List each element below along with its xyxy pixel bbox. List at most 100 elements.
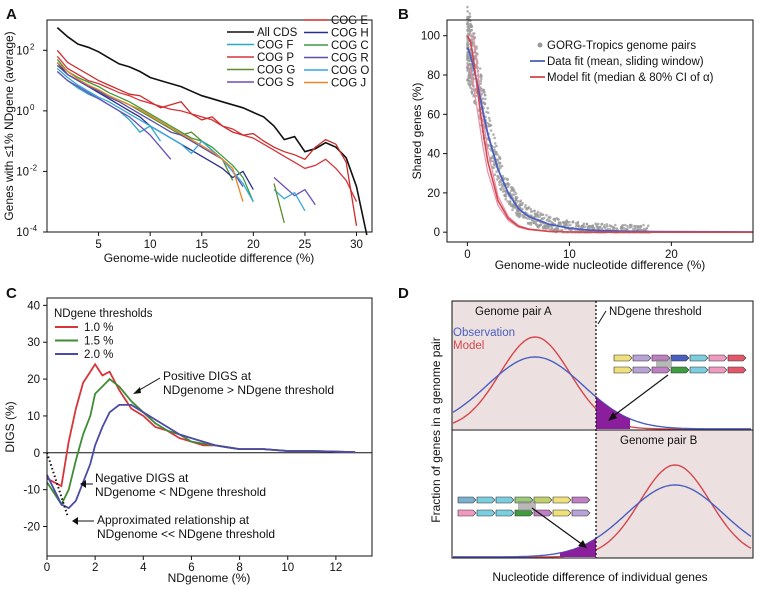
scatter-point [621,223,625,227]
pair-b-label: Genome pair B [620,435,698,447]
scatter-point [518,213,522,216]
scatter-point [523,205,527,209]
scatter-point [468,80,472,83]
scatter-point [516,209,520,213]
scatter-point [487,122,491,126]
scatter-point [490,156,494,160]
scatter-point [603,224,606,227]
pair-a-gene-row-1 [708,354,728,362]
arrowhead-positive [133,387,141,394]
scatter-point [492,163,496,166]
legend-label: COG H [331,28,369,40]
scatter-point [472,94,475,98]
scatter-point [622,227,626,230]
scatter-point [634,228,637,232]
scatter-point [503,189,506,193]
scatter-point [585,222,589,226]
scatter-point [539,223,543,227]
panel-d-gene-diagrams [457,354,747,517]
pair-b-diff-block [518,501,536,511]
pair-b-shade [596,430,753,558]
scatter-point [479,79,483,83]
scatter-point [536,210,540,214]
legend-label: 1.0 % [84,322,113,334]
series-line-cog-r [56,64,244,187]
scatter-point [483,93,487,97]
pair-b-observation-curve [453,484,752,558]
x-tick-label: 6 [188,562,194,574]
scatter-point [633,224,636,228]
pair-a-gene-row-1 [670,354,690,362]
scatter-point [516,199,520,203]
scatter-point [508,200,512,204]
scatter-point [467,82,470,85]
scatter-point [532,221,536,225]
pair-b-gene-row-1 [552,496,572,504]
scatter-point [491,159,494,163]
pair-a-gene-row-2 [613,366,633,374]
scatter-point [527,222,530,225]
scatter-point [468,12,472,15]
scatter-point [498,157,502,160]
scatter-point [628,223,632,227]
pair-b-gene-row-1 [476,496,496,504]
scatter-point [486,124,490,128]
scatter-point [576,220,580,224]
series-line-cog-c [56,58,254,202]
scatter-point [480,77,483,81]
panel-a-letter: A [6,6,17,23]
panel-a-ylabel: Genes with ≤1% NDgene (average) [2,31,16,220]
y-tick-label: 20 [427,188,440,200]
pair-a-gene-row-1 [613,354,633,362]
scatter-point [530,210,533,213]
scatter-point [498,183,501,186]
scatter-point [565,219,568,222]
pair-b-gene-row-1 [571,496,591,504]
pair-a-gene-row-1 [727,354,747,362]
scatter-point [500,164,504,168]
scatter-point [524,203,527,207]
legend-title: NDgene thresholds [54,308,153,320]
scatter-point [466,58,469,61]
scatter-point [553,219,557,222]
legend-label: COG S [257,77,294,89]
scatter-point [511,187,514,191]
scatter-point [642,223,645,227]
scatter-point [550,226,554,230]
scatter-point [468,63,471,66]
scatter-point [512,193,516,196]
scatter-point [506,177,509,181]
pair-a-gene-row-2 [632,366,652,374]
scatter-point [497,155,501,158]
pair-b-gene-row-2 [495,509,515,517]
pair-a-gene-row-1 [689,354,709,362]
threshold-pointer [597,310,607,325]
pair-b-gene-row-2 [533,509,553,517]
scatter-point [495,178,499,181]
x-tick-label: 8 [236,562,242,574]
model-fit-line [466,35,753,233]
x-tick-label: 10 [144,239,157,251]
annotation-positive: Positive DIGS at [163,369,252,383]
scatter-point [545,218,549,222]
scatter-point [639,228,642,231]
arrow-pair-b [531,507,584,546]
scatter-point [595,223,598,227]
y-tick-label: 10 [16,45,29,57]
scatter-point [482,88,486,92]
y-tick-label: 40 [427,149,440,161]
scatter-point [632,227,635,231]
legend-label: 2.0 % [84,349,113,361]
x-tick-label: 10 [281,562,294,574]
scatter-point [569,223,572,227]
scatter-point [589,225,592,228]
y-tick-label: 10 [27,411,40,423]
legend-model: Model [453,340,484,352]
scatter-point [504,177,507,180]
scatter-point [577,224,580,227]
y-tick-label: 10 [16,166,29,178]
